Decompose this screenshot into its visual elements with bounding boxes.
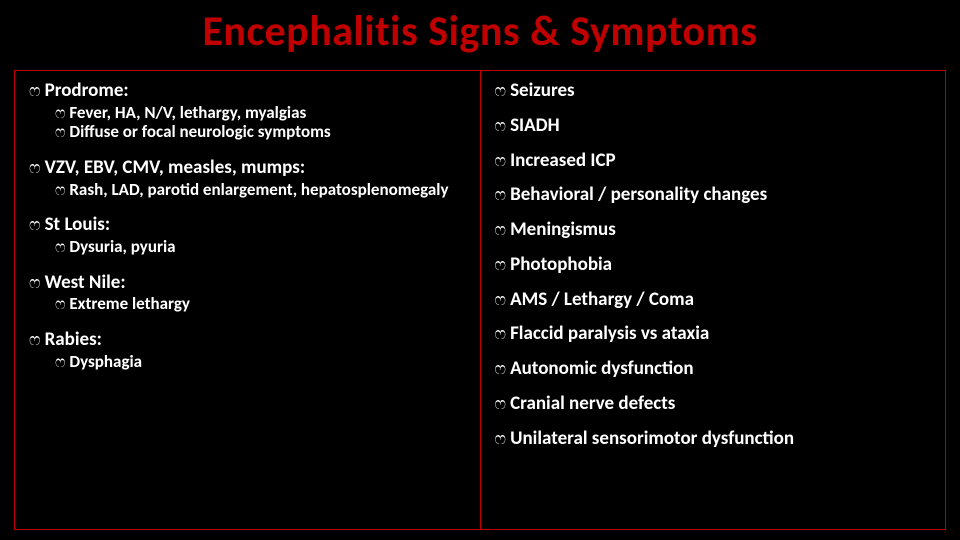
bullet-icon: ෆ [55,105,65,123]
bullet-icon: ෆ [495,184,507,205]
sub-text: Extreme lethargy [69,294,190,314]
content-area: ෆ Prodrome: ෆ Fever, HA, N/V, lethargy, … [14,70,946,530]
item-text: AMS / Lethargy / Coma [510,288,694,312]
sub-text: Diffuse or focal neurologic symptoms [69,122,330,142]
heading-text: Rabies: [45,328,102,352]
item-text: Seizures [510,79,575,103]
bullet-icon: ෆ [495,115,507,136]
list-item: ෆCranial nerve defects [495,392,932,416]
item-text: Cranial nerve defects [510,392,675,416]
list-item: ෆAMS / Lethargy / Coma [495,288,932,312]
group-prodrome: ෆ Prodrome: ෆ Fever, HA, N/V, lethargy, … [29,79,466,142]
sub-item: ෆ Rash, LAD, parotid enlargement, hepato… [29,180,466,200]
sub-text: Fever, HA, N/V, lethargy, myalgias [69,103,306,123]
sub-text: Rash, LAD, parotid enlargement, hepatosp… [69,180,448,200]
list-item: ෆBehavioral / personality changes [495,183,932,207]
heading-text: St Louis: [45,213,111,237]
bullet-icon: ෆ [55,124,65,142]
bullet-icon: ෆ [29,157,41,178]
heading-text: VZV, EBV, CMV, measles, mumps: [45,156,305,180]
heading-westnile: ෆ West Nile: [29,271,466,295]
item-text: Flaccid paralysis vs ataxia [510,322,709,346]
bullet-icon: ෆ [495,80,507,101]
list-item: ෆFlaccid paralysis vs ataxia [495,322,932,346]
list-item: ෆUnilateral sensorimotor dysfunction [495,427,932,451]
heading-text: Prodrome: [45,79,129,103]
sub-item: ෆ Dysphagia [29,352,466,372]
right-column: ෆSeizures ෆSIADH ෆIncreased ICP ෆBehavio… [480,70,947,530]
item-text: Unilateral sensorimotor dysfunction [510,427,794,451]
bullet-icon: ෆ [29,272,41,293]
list-item: ෆSIADH [495,114,932,138]
list-item: ෆMeningismus [495,218,932,242]
sub-text: Dysphagia [69,352,142,372]
group-stlouis: ෆ St Louis: ෆ Dysuria, pyuria [29,213,466,256]
heading-prodrome: ෆ Prodrome: [29,79,466,103]
item-text: SIADH [510,114,560,138]
list-item: ෆAutonomic dysfunction [495,357,932,381]
bullet-icon: ෆ [495,150,507,171]
item-text: Increased ICP [510,149,616,173]
bullet-icon: ෆ [55,296,65,314]
sub-item: ෆ Dysuria, pyuria [29,237,466,257]
left-column: ෆ Prodrome: ෆ Fever, HA, N/V, lethargy, … [14,70,480,530]
slide-title: Encephalitis Signs & Symptoms [0,0,960,61]
bullet-icon: ෆ [495,323,507,344]
bullet-icon: ෆ [55,182,65,200]
bullet-icon: ෆ [495,289,507,310]
heading-text: West Nile: [45,271,126,295]
group-westnile: ෆ West Nile: ෆ Extreme lethargy [29,271,466,314]
bullet-icon: ෆ [495,358,507,379]
sub-text: Dysuria, pyuria [69,237,175,257]
bullet-icon: ෆ [495,219,507,240]
bullet-icon: ෆ [495,428,507,449]
bullet-icon: ෆ [55,239,65,257]
bullet-icon: ෆ [29,214,41,235]
bullet-icon: ෆ [29,329,41,350]
group-vzv: ෆ VZV, EBV, CMV, measles, mumps: ෆ Rash,… [29,156,466,199]
sub-item: ෆ Extreme lethargy [29,294,466,314]
bullet-icon: ෆ [495,393,507,414]
heading-vzv: ෆ VZV, EBV, CMV, measles, mumps: [29,156,466,180]
list-item: ෆIncreased ICP [495,149,932,173]
item-text: Photophobia [510,253,612,277]
item-text: Meningismus [510,218,616,242]
heading-stlouis: ෆ St Louis: [29,213,466,237]
bullet-icon: ෆ [55,354,65,372]
item-text: Autonomic dysfunction [510,357,694,381]
sub-item: ෆ Diffuse or focal neurologic symptoms [29,122,466,142]
item-text: Behavioral / personality changes [510,183,767,207]
bullet-icon: ෆ [495,254,507,275]
list-item: ෆSeizures [495,79,932,103]
sub-item: ෆ Fever, HA, N/V, lethargy, myalgias [29,103,466,123]
group-rabies: ෆ Rabies: ෆ Dysphagia [29,328,466,371]
bullet-icon: ෆ [29,80,41,101]
list-item: ෆPhotophobia [495,253,932,277]
heading-rabies: ෆ Rabies: [29,328,466,352]
